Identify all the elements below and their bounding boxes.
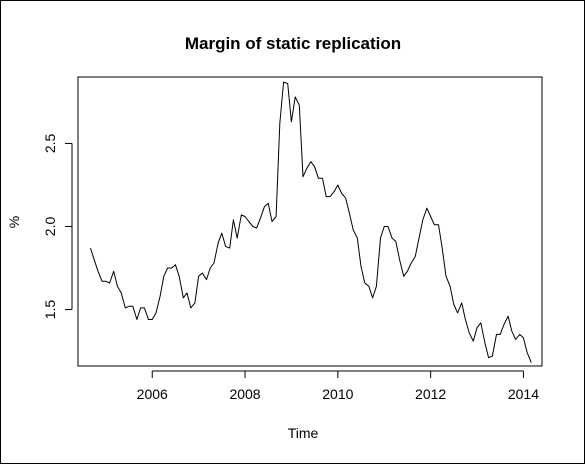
series-line-0 bbox=[91, 82, 532, 363]
y-tick-label: 2.0 bbox=[42, 217, 58, 237]
x-tick-label: 2012 bbox=[415, 386, 446, 402]
x-axis: 2006 2008 2010 2012 2014 bbox=[137, 371, 540, 402]
chart-title: Margin of static replication bbox=[185, 34, 401, 53]
x-axis-label: Time bbox=[288, 425, 319, 441]
y-tick-label: 2.5 bbox=[42, 133, 58, 153]
x-tick-label: 2008 bbox=[229, 386, 260, 402]
x-tick-label: 2006 bbox=[137, 386, 168, 402]
x-tick-label: 2010 bbox=[322, 386, 353, 402]
y-tick-label: 1.5 bbox=[42, 300, 58, 320]
x-tick-label: 2014 bbox=[508, 386, 539, 402]
series-layer bbox=[91, 82, 532, 363]
y-axis: 1.5 2.0 2.5 bbox=[42, 133, 72, 319]
plot-frame bbox=[78, 77, 542, 366]
y-axis-label: % bbox=[6, 216, 22, 228]
